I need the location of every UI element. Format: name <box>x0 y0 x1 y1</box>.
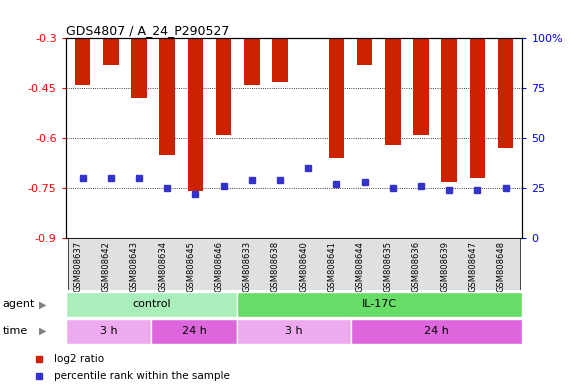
Bar <box>66 319 151 344</box>
Text: GSM808648: GSM808648 <box>497 241 505 292</box>
Bar <box>131 38 147 98</box>
FancyBboxPatch shape <box>69 238 520 290</box>
Text: GSM808640: GSM808640 <box>299 241 308 291</box>
Text: ▶: ▶ <box>39 299 47 310</box>
Text: ▶: ▶ <box>39 326 47 336</box>
Text: GDS4807 / A_24_P290527: GDS4807 / A_24_P290527 <box>66 24 229 37</box>
Text: 3 h: 3 h <box>100 326 117 336</box>
Bar <box>357 38 372 65</box>
Bar <box>66 292 237 317</box>
Text: 24 h: 24 h <box>424 326 449 336</box>
Text: GSM808635: GSM808635 <box>384 241 393 292</box>
Bar <box>237 319 351 344</box>
Text: 24 h: 24 h <box>182 326 207 336</box>
Text: GSM808643: GSM808643 <box>130 241 139 292</box>
Text: IL-17C: IL-17C <box>362 299 397 310</box>
Text: 3 h: 3 h <box>286 326 303 336</box>
Text: GSM808642: GSM808642 <box>102 241 111 291</box>
Text: time: time <box>3 326 28 336</box>
Text: GSM808644: GSM808644 <box>356 241 364 291</box>
Bar <box>151 319 237 344</box>
Bar <box>272 38 288 82</box>
Text: GSM808647: GSM808647 <box>468 241 477 292</box>
Bar <box>441 38 457 182</box>
Bar <box>498 38 513 148</box>
Text: agent: agent <box>3 299 35 310</box>
Text: GSM808638: GSM808638 <box>271 241 280 292</box>
Bar <box>75 38 90 85</box>
Text: GSM808639: GSM808639 <box>440 241 449 292</box>
Bar <box>244 38 260 85</box>
Text: GSM808641: GSM808641 <box>327 241 336 291</box>
Bar <box>159 38 175 155</box>
Text: control: control <box>132 299 171 310</box>
Text: GSM808637: GSM808637 <box>74 241 83 292</box>
Text: percentile rank within the sample: percentile rank within the sample <box>54 371 230 381</box>
Bar <box>351 319 522 344</box>
Bar <box>413 38 429 135</box>
Text: log2 ratio: log2 ratio <box>54 354 104 364</box>
Bar <box>237 292 522 317</box>
Bar <box>328 38 344 158</box>
Text: GSM808645: GSM808645 <box>186 241 195 291</box>
Bar <box>385 38 400 145</box>
Bar <box>469 38 485 178</box>
Text: GSM808634: GSM808634 <box>158 241 167 292</box>
Bar <box>103 38 119 65</box>
Text: GSM808633: GSM808633 <box>243 241 252 292</box>
Text: GSM808646: GSM808646 <box>215 241 224 292</box>
Text: GSM808636: GSM808636 <box>412 241 421 292</box>
Bar <box>216 38 231 135</box>
Bar <box>188 38 203 192</box>
